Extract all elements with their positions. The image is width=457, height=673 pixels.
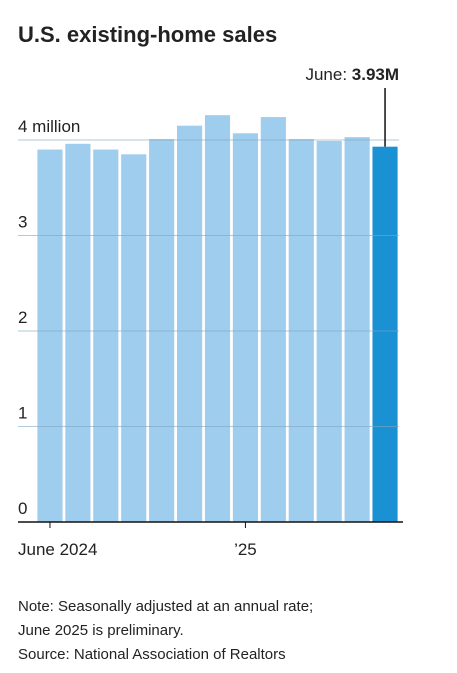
y-tick-label: 4 million [18,117,80,136]
bar [372,146,398,522]
bar [344,137,370,522]
x-tick-label: June 2024 [18,540,97,559]
note: Note: Seasonally adjusted at an annual r… [18,598,313,615]
annotation-value: 3.93M [352,65,399,84]
annotation-text: June: [305,65,347,84]
x-tick-label: ’25 [234,540,257,559]
chart-title: U.S. existing-home sales [18,22,277,47]
y-tick-label: 3 [18,213,27,232]
note: June 2025 is preliminary. [18,622,184,639]
bars [37,115,398,523]
note: Source: National Association of Realtors [18,646,286,663]
bar [204,115,231,523]
y-tick-label: 2 [18,308,27,327]
bar [177,125,203,523]
y-tick-label: 1 [18,404,27,423]
y-tick-label: 0 [18,499,27,518]
bar [121,154,147,522]
bar [260,117,286,522]
annotation: June: 3.93M [305,65,399,84]
bar [65,143,91,522]
bar [232,133,258,522]
bar [37,149,63,523]
bar [93,149,119,523]
